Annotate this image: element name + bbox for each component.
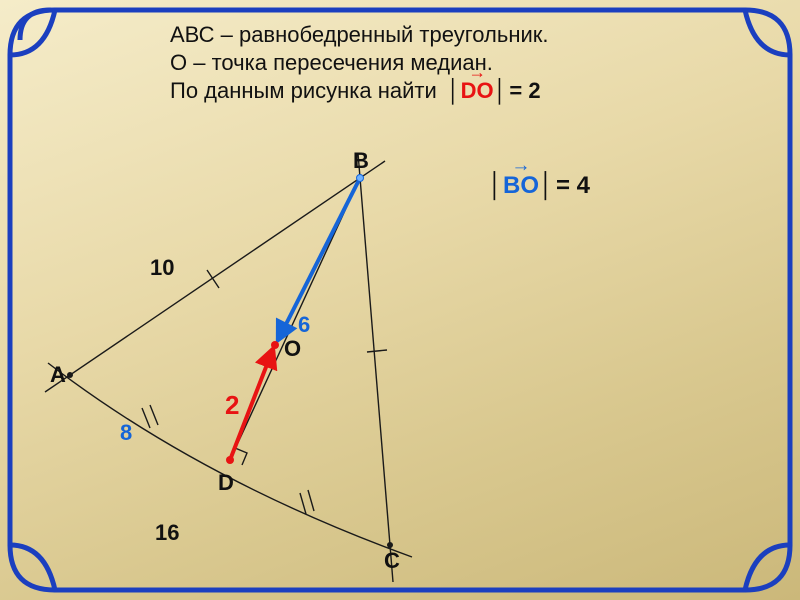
triangle-sides xyxy=(45,153,412,582)
length-ac: 16 xyxy=(155,520,179,546)
point-a-dot xyxy=(67,372,73,378)
tick-ab xyxy=(207,270,219,288)
point-b-dot xyxy=(357,175,364,182)
right-angle-marker xyxy=(235,448,247,465)
tick-dc xyxy=(300,490,314,514)
label-a: A xyxy=(50,362,66,388)
tick-ad xyxy=(142,405,158,428)
vector-bo xyxy=(278,178,360,340)
label-d: D xyxy=(218,470,234,496)
length-od: 2 xyxy=(225,390,239,421)
length-ad: 8 xyxy=(120,420,132,446)
length-bd: 6 xyxy=(298,312,310,338)
label-o: O xyxy=(284,336,301,362)
point-d-dot xyxy=(226,456,234,464)
label-b: B xyxy=(353,148,369,174)
length-ab: 10 xyxy=(150,255,174,281)
label-c: C xyxy=(384,548,400,574)
point-o-dot xyxy=(271,341,279,349)
geometry-diagram xyxy=(0,0,800,600)
tick-bc xyxy=(367,350,387,352)
